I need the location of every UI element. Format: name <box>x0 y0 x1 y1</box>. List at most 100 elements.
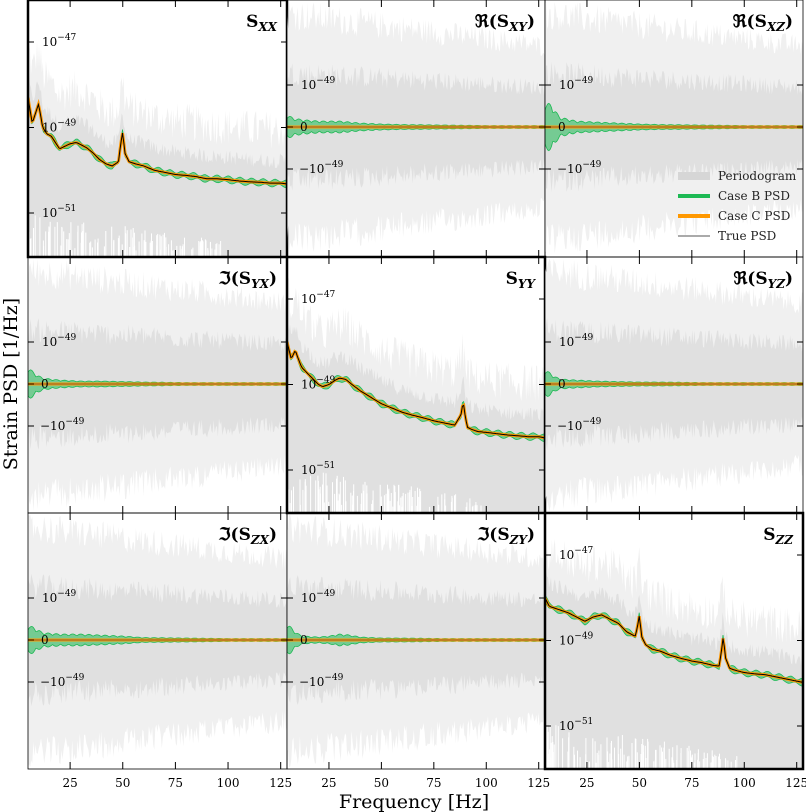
periodogram-dip <box>379 484 381 513</box>
periodogram-dip <box>661 747 663 769</box>
periodogram-dip <box>474 505 476 513</box>
periodogram-dip <box>337 500 339 513</box>
periodogram-dip <box>419 488 421 513</box>
legend-label: Case B PSD <box>718 189 790 203</box>
periodogram-dip <box>441 494 443 513</box>
periodogram-dip <box>332 482 333 513</box>
periodogram-dip <box>628 755 630 769</box>
periodogram-dip <box>397 501 399 513</box>
periodogram-dip <box>387 484 388 513</box>
periodogram-dip <box>392 506 394 513</box>
legend: Periodogram Case B PSD Case C PSD True PSD <box>678 169 797 243</box>
true-psd-line <box>28 97 287 185</box>
periodogram-dip <box>67 239 69 257</box>
periodogram-dip <box>665 758 667 769</box>
periodogram-dip <box>299 479 301 513</box>
periodogram-dip <box>156 245 158 257</box>
periodogram-dip <box>609 753 611 769</box>
periodogram-dip <box>310 475 312 513</box>
periodogram-dip <box>445 505 447 513</box>
periodogram-dip <box>568 732 570 769</box>
periodogram-dip <box>201 250 203 257</box>
periodogram-dip <box>364 481 366 513</box>
periodogram-dip <box>336 475 338 513</box>
periodogram-dip <box>705 758 707 769</box>
periodogram-dip <box>202 249 204 257</box>
periodogram-dip <box>117 238 119 257</box>
y-tick-label: 0 <box>558 377 566 391</box>
periodogram-dip <box>302 489 304 513</box>
periodogram-dip <box>671 757 673 769</box>
periodogram-dip <box>672 747 674 769</box>
periodogram-dip <box>416 505 418 513</box>
periodogram-dip <box>736 756 738 769</box>
periodogram-dip <box>653 761 655 769</box>
periodogram-dip <box>673 762 675 769</box>
periodogram-dip <box>574 754 575 769</box>
legend-label: Case C PSD <box>718 209 790 223</box>
periodogram-dip <box>697 762 699 769</box>
periodogram-dip <box>356 495 358 513</box>
periodogram-dip <box>466 502 468 513</box>
periodogram-dip <box>640 754 642 769</box>
periodogram-dip <box>66 239 68 257</box>
periodogram-dip <box>90 241 92 257</box>
periodogram-dip <box>400 506 402 513</box>
y-tick-label: 0 <box>41 377 49 391</box>
periodogram-dip <box>165 237 167 257</box>
x-tick-label: 100 <box>475 776 498 790</box>
periodogram-dip <box>585 754 587 769</box>
periodogram-lower <box>28 73 287 257</box>
panel-yx: 10−49 0 −10−49 ℑ(SYX) <box>27 256 288 514</box>
x-tick-label: 125 <box>269 776 292 790</box>
y-tick-label: 0 <box>300 120 308 134</box>
periodogram-dip <box>476 505 478 513</box>
periodogram-dip <box>730 761 732 769</box>
periodogram-dip <box>659 745 661 769</box>
true-psd-line <box>287 341 545 439</box>
periodogram-dip <box>655 749 657 769</box>
periodogram-dip <box>317 480 319 513</box>
periodogram-dip <box>606 737 608 769</box>
periodogram-dip <box>315 480 317 513</box>
y-tick-label: 10−49 <box>42 119 77 135</box>
periodogram-dip <box>645 758 647 769</box>
periodogram-dip <box>719 753 720 769</box>
periodogram-dip <box>469 498 471 513</box>
periodogram-dip <box>398 484 400 513</box>
panel-plot-area <box>287 2 545 252</box>
periodogram-dip <box>68 233 70 257</box>
y-tick-label: −10−49 <box>299 673 344 689</box>
panel-title: ℑ(SZY) <box>476 525 535 547</box>
periodogram-dip <box>54 226 56 257</box>
periodogram-dip <box>81 232 82 257</box>
y-tick-label: 10−49 <box>301 76 336 92</box>
periodogram-dip <box>81 224 83 257</box>
panel-plot-area <box>545 259 803 511</box>
y-axis-label: Strain PSD [1/Hz] <box>0 298 22 470</box>
periodogram-dip <box>29 238 31 257</box>
periodogram-dip <box>125 233 127 257</box>
periodogram-dip <box>215 244 217 257</box>
periodogram-dip <box>336 478 337 513</box>
x-tick-label: 50 <box>374 776 389 790</box>
periodogram-dip <box>702 758 704 769</box>
periodogram-dip <box>631 743 633 769</box>
periodogram-dip <box>216 243 218 257</box>
periodogram-dip <box>407 492 409 513</box>
periodogram-dip <box>711 750 713 769</box>
periodogram-dip <box>589 761 590 769</box>
periodogram-dip <box>383 495 385 513</box>
legend-label: True PSD <box>718 229 776 243</box>
periodogram-dip <box>451 497 453 513</box>
periodogram-dip <box>617 736 619 769</box>
periodogram-dip <box>204 239 206 257</box>
periodogram-dip <box>555 725 557 769</box>
y-tick-label: 10−49 <box>42 589 77 605</box>
periodogram-dip <box>600 744 602 769</box>
periodogram-dip <box>546 725 548 769</box>
periodogram-dip <box>132 237 134 257</box>
periodogram-dip <box>475 502 477 513</box>
periodogram-dip <box>419 501 421 513</box>
x-axis-label: Frequency [Hz] <box>339 791 489 812</box>
